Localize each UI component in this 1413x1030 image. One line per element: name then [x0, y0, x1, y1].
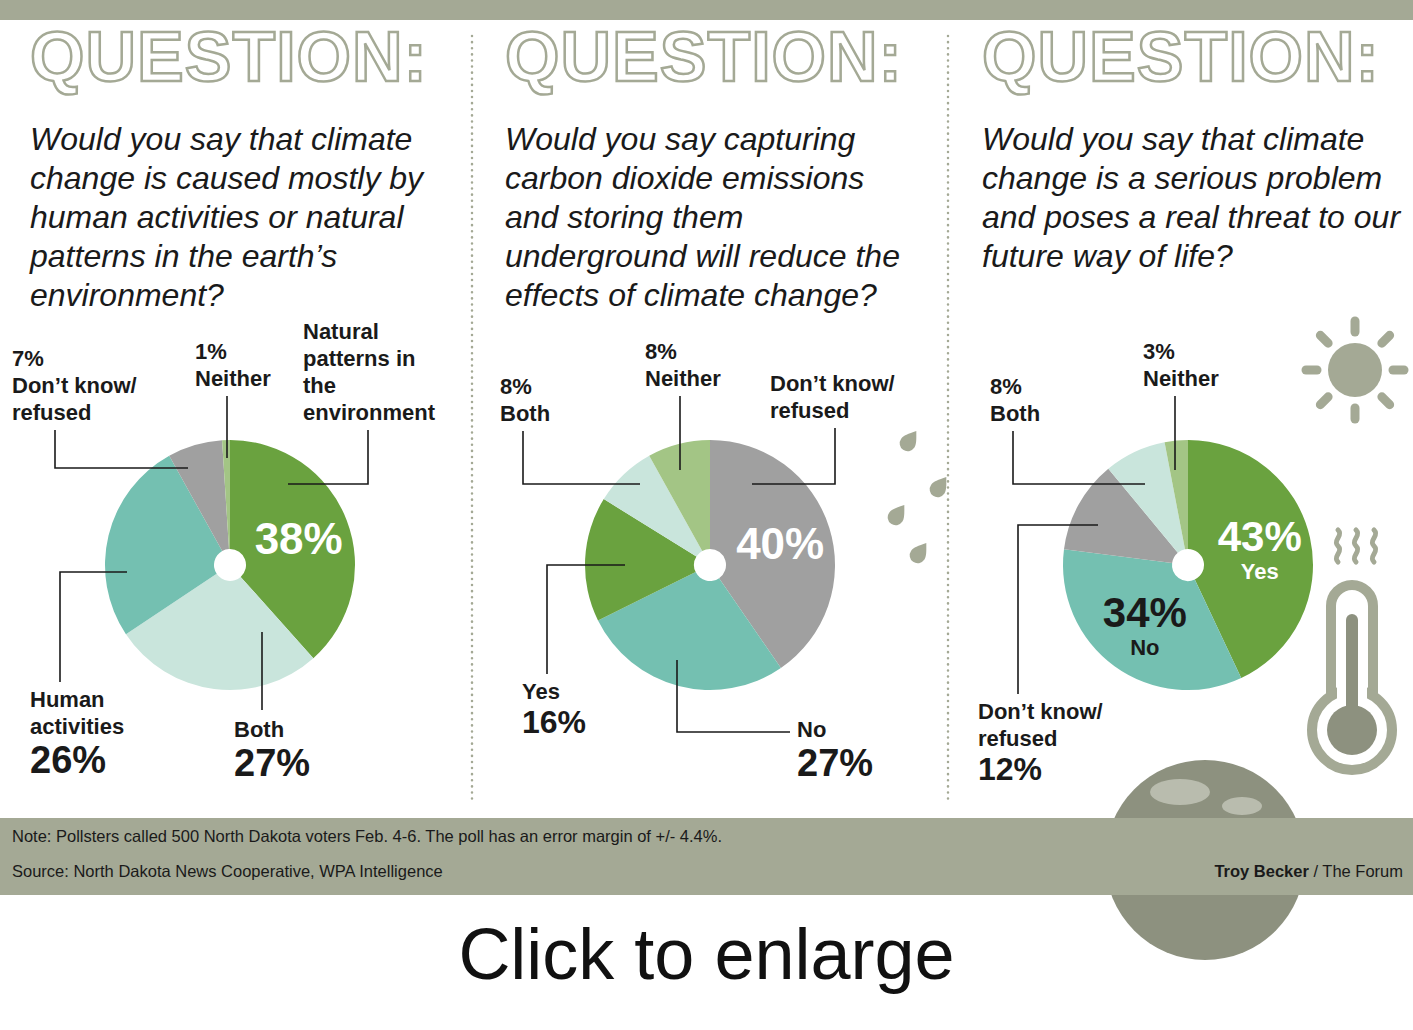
svg-text:38%: 38%: [255, 514, 343, 563]
html-text:Note: Pollsters called 500 Nor: Note: Pollsters called 500 North Dakota …: [12, 827, 722, 845]
html-text:Both: Both: [990, 401, 1041, 426]
html-text:Troy Becker / The Forum: Troy Becker / The Forum: [1214, 862, 1403, 880]
html-text:Both: Both: [500, 401, 551, 426]
html-text:Click to enlarge: Click to enlarge: [458, 914, 955, 994]
html-text:Human activities: Human activities: [30, 687, 125, 739]
html-text:QUESTION:: QUESTION:: [30, 18, 428, 96]
html-text:Neither: Neither: [645, 366, 721, 391]
svg-text:Yes: Yes: [1241, 559, 1279, 584]
html-text:Would you say that climate cha: Would you say that climate change is cau…: [30, 121, 424, 313]
html-text:8%: 8%: [645, 339, 677, 364]
svg-text:34%: 34%: [1103, 589, 1187, 636]
html-text:refused: refused: [770, 398, 850, 423]
html-text:27%: 27%: [797, 742, 874, 784]
html-text:Don’t know/: Don’t know/: [12, 373, 137, 398]
html-text:3%: 3%: [1143, 339, 1175, 364]
html-text:Yes: Yes: [522, 679, 560, 704]
html-text:26%: 26%: [30, 739, 107, 781]
html-text:refused: refused: [12, 400, 92, 425]
html-text:8%: 8%: [500, 374, 532, 399]
html-text:7%: 7%: [12, 346, 44, 371]
html-text:Don’t know/: Don’t know/: [770, 371, 895, 396]
svg-text:43%: 43%: [1218, 513, 1302, 560]
svg-text:40%: 40%: [736, 519, 824, 568]
html-text:12%: 12%: [978, 751, 1042, 787]
html-text:QUESTION:: QUESTION:: [505, 18, 903, 96]
html-text:Both: Both: [234, 717, 285, 742]
html-text:1%: 1%: [195, 339, 227, 364]
html-text:Neither: Neither: [1143, 366, 1219, 391]
svg-text:No: No: [1130, 635, 1159, 660]
html-text:16%: 16%: [522, 704, 586, 740]
html-text:Would you say that climate cha: Would you say that climate change is a s…: [982, 121, 1400, 274]
html-text:Don’t know/: Don’t know/: [978, 699, 1103, 724]
html-text:No: No: [797, 717, 827, 742]
html-text:refused: refused: [978, 726, 1058, 751]
html-text:8%: 8%: [990, 374, 1022, 399]
html-text:Neither: Neither: [195, 366, 271, 391]
html-text:Source: North Dakota News Coop: Source: North Dakota News Cooperative, W…: [12, 862, 443, 880]
html-text:Would you say capturing carbon: Would you say capturing carbon dioxide e…: [505, 121, 900, 313]
html-text:Natural patterns in the enviro: Natural patterns in the environment: [303, 319, 435, 425]
html-text:QUESTION:: QUESTION:: [982, 18, 1380, 96]
html-text:27%: 27%: [234, 742, 311, 784]
